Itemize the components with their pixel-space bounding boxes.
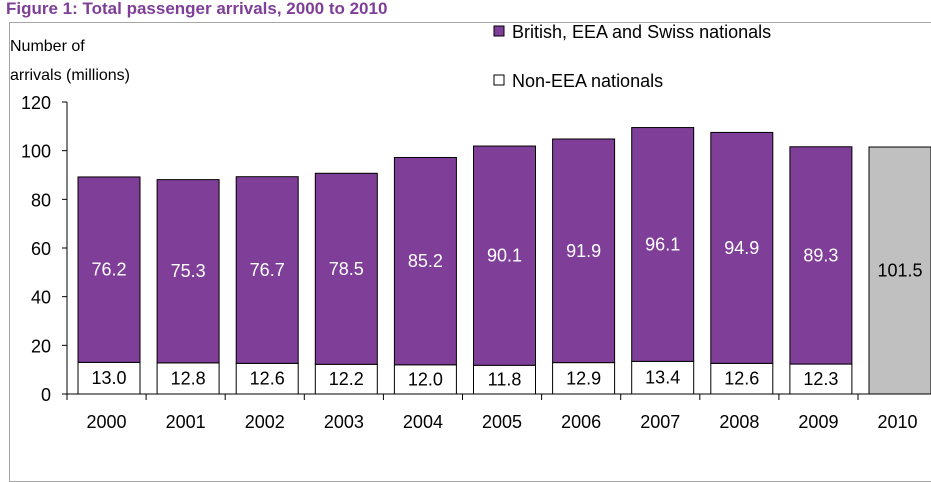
x-tick-label: 2001	[166, 412, 206, 432]
legend: British, EEA and Swiss nationals Non-EEA…	[493, 22, 771, 91]
data-label-non-eea-2004: 12.0	[408, 369, 443, 389]
data-label-british-eea-swiss-2000: 76.2	[91, 260, 126, 280]
y-tick-label: 0	[41, 385, 51, 405]
bar-non-eea-2004	[393, 364, 457, 395]
figure-title: Figure 1: Total passenger arrivals, 2000…	[6, 0, 387, 18]
y-tick-label: 120	[21, 93, 51, 113]
bar-total-2010	[868, 146, 931, 395]
bar-british-eea-swiss-2008	[710, 131, 774, 364]
data-label-british-eea-swiss-2002: 76.7	[250, 260, 285, 280]
data-label-non-eea-2007: 13.4	[645, 368, 680, 388]
x-tick-label: 2009	[798, 412, 838, 432]
data-label-non-eea-2000: 13.0	[91, 368, 126, 388]
data-label-british-eea-swiss-2004: 85.2	[408, 251, 443, 271]
data-label-non-eea-2009: 12.3	[803, 369, 838, 389]
data-label-british-eea-swiss-2008: 94.9	[724, 238, 759, 258]
data-label-british-eea-swiss-2005: 90.1	[487, 246, 522, 266]
legend-swatch-british-eea-swiss	[493, 25, 505, 37]
data-label-non-eea-2008: 12.6	[724, 369, 759, 389]
y-axis-label-line-1: Number of	[10, 38, 85, 55]
y-tick-label: 100	[21, 142, 51, 162]
data-label-british-eea-swiss-2009: 89.3	[803, 245, 838, 265]
bars: 13.0 76.2 12.8 75.3 12.6 76.7 12.2 78.5 12.0 85.2…	[77, 127, 931, 395]
x-tick-label: 2000	[87, 412, 127, 432]
bar-british-eea-swiss-2002	[235, 176, 299, 364]
data-label-non-eea-2005: 11.8	[488, 370, 522, 390]
x-tick-label: 2010	[878, 412, 918, 432]
y-tick-label: 80	[31, 190, 51, 210]
data-label-non-eea-2002: 12.6	[250, 369, 285, 389]
x-ticks: 2000 2001 2002 2003 2004 2005 2006 2007 2008 2009…	[66, 394, 918, 432]
y-tick-label: 20	[31, 336, 51, 356]
bar-british-eea-swiss-2003	[314, 172, 378, 365]
data-label-british-eea-swiss-2007: 96.1	[645, 234, 680, 254]
legend-label-british-eea-swiss: British, EEA and Swiss nationals	[512, 22, 771, 42]
data-label-british-eea-swiss-2006: 91.9	[566, 241, 601, 261]
data-label-british-eea-swiss-2003: 78.5	[329, 259, 364, 279]
x-tick-label: 2002	[245, 412, 285, 432]
x-tick-label: 2008	[719, 412, 759, 432]
bar-non-eea-2003	[314, 363, 378, 395]
x-tick-label: 2007	[640, 412, 680, 432]
x-tick-label: 2005	[482, 412, 522, 432]
y-tick-label: 60	[31, 239, 51, 259]
bar-british-eea-swiss-2001	[156, 179, 220, 364]
y-tick-label: 40	[31, 288, 51, 308]
y-ticks: 0 20 40 60 80 100 120	[21, 93, 67, 405]
data-label-non-eea-2006: 12.9	[566, 368, 601, 388]
stacked-bar-chart: Figure 1: Total passenger arrivals, 2000…	[6, 0, 931, 432]
bar-non-eea-2008	[710, 362, 774, 395]
x-tick-label: 2003	[324, 412, 364, 432]
legend-label-non-eea: Non-EEA nationals	[512, 71, 663, 91]
bar-british-eea-swiss-2009	[789, 146, 853, 365]
x-tick-label: 2006	[561, 412, 601, 432]
bar-british-eea-swiss-2006	[552, 138, 616, 364]
bar-british-eea-swiss-2004	[393, 156, 457, 366]
bar-non-eea-2002	[235, 362, 299, 395]
bar-non-eea-2007	[631, 360, 695, 395]
x-tick-label: 2004	[403, 412, 443, 432]
y-axis-label-line-2: arrivals (millions)	[10, 67, 130, 84]
bar-british-eea-swiss-2000	[77, 176, 141, 363]
bar-british-eea-swiss-2007	[631, 127, 695, 362]
legend-swatch-non-eea	[493, 74, 505, 86]
bar-british-eea-swiss-2005	[473, 145, 536, 366]
data-label-british-eea-swiss-2001: 75.3	[171, 261, 206, 281]
data-label-total-2010: 101.5	[877, 261, 922, 281]
data-label-non-eea-2003: 12.2	[329, 369, 364, 389]
data-label-non-eea-2001: 12.8	[171, 368, 206, 388]
